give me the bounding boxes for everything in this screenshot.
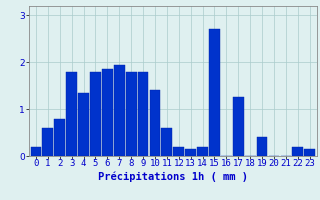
Bar bbox=[126, 72, 137, 156]
Bar bbox=[66, 72, 77, 156]
X-axis label: Précipitations 1h ( mm ): Précipitations 1h ( mm ) bbox=[98, 171, 248, 182]
Bar bbox=[149, 90, 160, 156]
Bar bbox=[197, 147, 208, 156]
Bar bbox=[304, 149, 315, 156]
Bar bbox=[173, 147, 184, 156]
Bar bbox=[114, 65, 124, 156]
Bar bbox=[292, 147, 303, 156]
Bar bbox=[90, 72, 101, 156]
Bar bbox=[162, 128, 172, 156]
Bar bbox=[54, 118, 65, 156]
Bar bbox=[102, 69, 113, 156]
Bar bbox=[78, 93, 89, 156]
Bar bbox=[209, 29, 220, 156]
Bar bbox=[31, 147, 41, 156]
Bar bbox=[43, 128, 53, 156]
Bar bbox=[233, 97, 244, 156]
Bar bbox=[185, 149, 196, 156]
Bar bbox=[138, 72, 148, 156]
Bar bbox=[257, 137, 268, 156]
